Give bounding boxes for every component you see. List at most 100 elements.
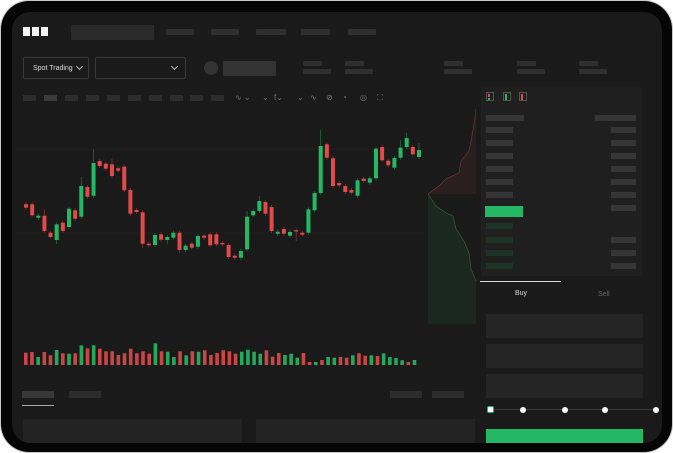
slider-step[interactable] <box>562 407 568 413</box>
slider-track[interactable] <box>490 409 657 410</box>
volume-bar <box>54 350 59 365</box>
ask-row-price[interactable] <box>486 166 513 172</box>
candle-body <box>220 243 225 245</box>
volume-bar <box>320 360 324 365</box>
bid-row-price[interactable] <box>486 237 513 243</box>
volume-bar <box>221 350 226 365</box>
bid-depth-area <box>428 194 476 324</box>
gauge-icon[interactable]: ◔ <box>342 93 347 102</box>
okx-logo[interactable] <box>23 27 48 36</box>
interval-button[interactable] <box>170 95 183 101</box>
candle <box>91 149 96 198</box>
candle <box>386 158 391 168</box>
candle <box>392 156 397 170</box>
candle-body <box>238 251 243 258</box>
candle-body <box>410 147 415 155</box>
filter-button[interactable] <box>390 391 422 398</box>
candle <box>349 188 354 195</box>
ask-row-price[interactable] <box>486 140 513 146</box>
ask-row-amount[interactable] <box>611 179 636 185</box>
candle <box>177 230 182 253</box>
volume-bar <box>394 358 398 365</box>
buy-button[interactable] <box>486 429 643 443</box>
ask-row-amount[interactable] <box>611 205 636 211</box>
target-icon[interactable]: ◎ <box>360 93 367 102</box>
bid-row-amount[interactable] <box>611 250 636 256</box>
bid-row-price[interactable] <box>486 223 513 229</box>
bid-row-price[interactable] <box>486 250 513 256</box>
candle-body <box>48 232 53 237</box>
nav-item[interactable] <box>256 29 286 35</box>
tab-open-orders[interactable] <box>22 391 54 398</box>
ask-row-amount[interactable] <box>611 153 636 159</box>
candle-body <box>60 222 65 231</box>
interval-button[interactable] <box>149 95 162 101</box>
pair-dropdown[interactable] <box>95 57 186 79</box>
price-input[interactable] <box>486 314 643 338</box>
candle-body <box>373 148 378 179</box>
candle <box>128 188 133 216</box>
slider-handle[interactable] <box>487 406 494 413</box>
ask-row-price[interactable] <box>486 127 513 133</box>
tab-order-history[interactable] <box>69 391 101 398</box>
search-input[interactable] <box>71 25 154 40</box>
bid-row-price[interactable] <box>486 263 513 269</box>
line-icon[interactable]: ∿ <box>310 93 317 102</box>
slider-step[interactable] <box>520 407 526 413</box>
interval-button[interactable] <box>23 95 36 101</box>
candle <box>195 234 200 249</box>
ask-row-amount[interactable] <box>611 166 636 172</box>
last-price <box>485 206 523 217</box>
filter-button[interactable] <box>432 391 464 398</box>
candle-body <box>263 202 268 214</box>
slider-step[interactable] <box>602 407 608 413</box>
chart-type-icon[interactable]: ⌄ <box>262 93 269 102</box>
nav-item[interactable] <box>166 29 194 35</box>
bid-row-amount[interactable] <box>611 237 636 243</box>
book-bids-icon[interactable] <box>503 92 511 101</box>
interval-button[interactable] <box>128 95 141 101</box>
volume-bar <box>351 355 355 365</box>
tab-sell[interactable]: Sell <box>598 291 610 298</box>
stat-value <box>444 69 472 74</box>
amount-input[interactable] <box>486 344 643 368</box>
candle <box>245 211 250 252</box>
ask-row-price[interactable] <box>486 192 513 198</box>
volume-bar <box>375 356 380 365</box>
candle <box>373 146 378 181</box>
candle-body <box>331 158 335 186</box>
slider-step[interactable] <box>653 407 659 413</box>
ruler-icon[interactable]: ⊘ <box>326 93 333 102</box>
stat-value <box>517 69 545 74</box>
dropdown-icon[interactable]: ⌄ <box>297 93 304 102</box>
bid-row-amount[interactable] <box>611 263 636 269</box>
book-asks-icon[interactable] <box>519 92 527 101</box>
interval-button[interactable] <box>211 95 224 101</box>
nav-item[interactable] <box>348 29 376 35</box>
fullscreen-icon[interactable]: ⛶ <box>377 93 383 102</box>
ask-row-price[interactable] <box>486 153 513 159</box>
interval-button[interactable] <box>65 95 78 101</box>
interval-button[interactable] <box>44 95 57 101</box>
interval-button[interactable] <box>107 95 120 101</box>
volume-bar <box>215 353 219 365</box>
ask-row-amount[interactable] <box>611 192 636 198</box>
interval-button[interactable] <box>86 95 99 101</box>
candlestick-chart[interactable] <box>12 12 662 443</box>
nav-item[interactable] <box>301 29 330 35</box>
indicator-icon[interactable]: ∿ ⌄ <box>235 93 251 102</box>
fx-icon[interactable]: f⌄ <box>274 93 283 102</box>
book-both-icon[interactable] <box>486 92 494 101</box>
interval-button[interactable] <box>190 95 203 101</box>
candle <box>263 200 268 216</box>
ask-row-amount[interactable] <box>611 127 636 133</box>
total-input[interactable] <box>486 374 643 398</box>
candle-body <box>128 190 133 214</box>
ask-row-amount[interactable] <box>611 140 636 146</box>
nav-item[interactable] <box>211 29 239 35</box>
candle <box>183 243 188 252</box>
tab-buy[interactable]: Buy <box>515 290 528 297</box>
candle <box>416 143 421 159</box>
ask-row-price[interactable] <box>486 179 513 185</box>
market-type-dropdown[interactable]: Spot Trading <box>23 57 89 79</box>
